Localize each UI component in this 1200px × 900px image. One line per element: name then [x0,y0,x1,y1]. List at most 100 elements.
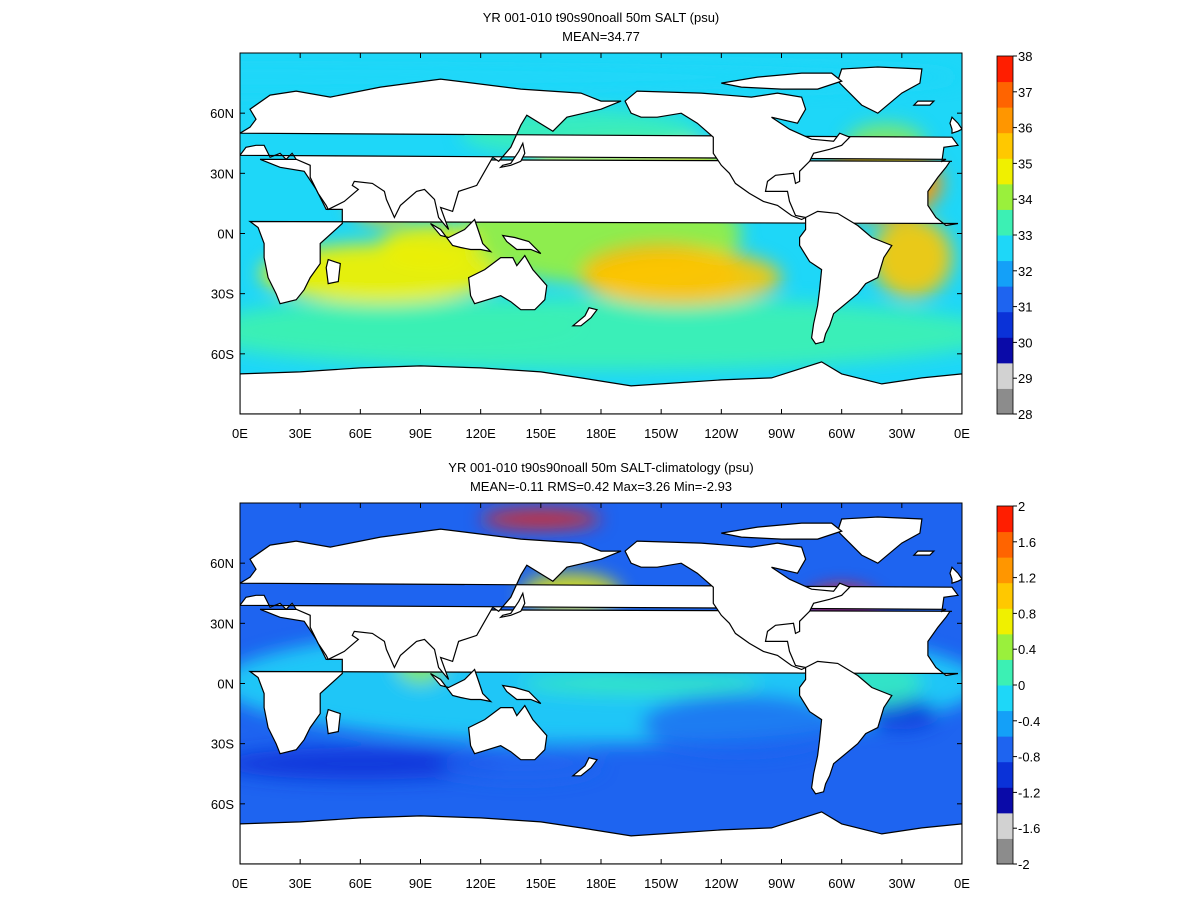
colorbar-1: 38 37 36 35 34 33 32 31 30 29 28 [996,49,1032,422]
x-tick-label: 180E [586,426,617,441]
panel-2-subtitle: MEAN=-0.11 RMS=0.42 Max=3.26 Min=-2.93 [469,479,733,494]
land-nz [571,757,599,777]
y-tick-label: 30N [210,616,234,631]
y-tick-label: 60N [210,106,234,121]
colorbar-label: 0 [1018,678,1025,693]
colorbar-swatch [997,107,1013,134]
x-tick-label: 0E [232,876,248,891]
colorbar-label: 36 [1018,121,1032,136]
colorbar-label: 28 [1018,407,1032,422]
land-iceland [912,550,936,556]
y-axis: 60N 30N 0N 30S 60S [210,556,962,812]
land-canadaArctic [721,72,843,90]
colorbar-label: 2 [1018,499,1025,514]
colorbar-swatch [997,557,1013,584]
x-tick-label: 120E [465,426,496,441]
colorbar-swatch [997,81,1013,108]
land-canadaArctic [721,522,843,540]
y-tick-label: 60S [211,347,234,362]
y-tick-label: 30S [211,287,234,302]
x-tick-label: 60E [349,876,372,891]
x-tick-label: 150E [526,876,557,891]
x-tick-label: 90E [409,876,432,891]
x-tick-label: 30E [289,426,312,441]
colorbar-label: -1.6 [1018,821,1040,836]
colorbar-label: 0.8 [1018,606,1036,621]
land-eurasia-wrap [0,79,236,229]
map-panel-2: 0E 30E 60E 90E 120E 150E 180E 150W 120W 90W 60W 30W… [0,499,1040,891]
colorbar-label: 30 [1018,335,1032,350]
x-tick-label: 180E [586,876,617,891]
colorbar-swatch [997,132,1013,159]
field-2 [0,503,962,864]
land-namerica [624,540,851,671]
colorbar-swatch [997,659,1013,686]
x-tick-label: 0E [954,426,970,441]
x-axis: 0E 30E 60E 90E 120E 150E 180E 150W 120W 90W 60W 30W… [232,53,970,441]
land-antarctica [240,361,962,414]
land-namerica [624,90,851,221]
colorbar-label: 0.4 [1018,642,1036,657]
x-tick-label: 150W [644,426,679,441]
x-tick-label: 0E [954,876,970,891]
colorbar-label: 32 [1018,264,1032,279]
land-eurasia [240,528,960,680]
colorbar-label: -1.2 [1018,785,1040,800]
y-axis: 60N 30N 0N 30S 60S [210,106,962,362]
colorbar-2: 2 1.6 1.2 0.8 0.4 0 -0.4 -0.8 -1.2 -1.6 -2 [996,499,1040,872]
x-tick-label: 0E [232,426,248,441]
colorbar-swatch [997,235,1013,262]
x-tick-label: 90E [409,426,432,441]
colorbar-swatch [997,736,1013,763]
land-madagascar [325,708,341,735]
x-tick-label: 30W [888,876,915,891]
y-tick-label: 0N [217,227,234,242]
land-samerica [798,210,893,345]
x-tick-label: 90W [768,426,795,441]
colorbar-swatch [997,582,1013,609]
landmask-1 [0,66,962,414]
colorbar-swatch [997,710,1013,737]
x-tick-label: 120E [465,876,496,891]
land-newguinea [501,684,542,705]
land-madagascar [325,258,341,285]
y-tick-label: 30N [210,166,234,181]
colorbar-label: -0.8 [1018,750,1040,765]
land-australia [467,704,548,761]
x-tick-label: 60E [349,426,372,441]
colorbar-label: -0.4 [1018,714,1040,729]
land-eurasia [240,78,960,230]
colorbar-swatch [997,506,1013,533]
colorbar-swatch [997,311,1013,338]
colorbar-swatch [997,286,1013,313]
x-tick-label: 150E [526,426,557,441]
land-indonesia [430,668,493,703]
land-japan [498,591,526,619]
colorbar-swatch [997,812,1013,839]
colorbar-swatch [997,787,1013,814]
x-tick-label: 30W [888,426,915,441]
land-eurasia-wrap [0,529,236,679]
panel-1-title: YR 001-010 t90s90noall 50m SALT (psu) [482,10,720,25]
panel-2-title: YR 001-010 t90s90noall 50m SALT-climatol… [448,460,754,475]
colorbar-swatch [997,761,1013,788]
colorbar-swatch [997,633,1013,660]
panel-1-subtitle: MEAN=34.77 [562,29,640,44]
colorbar-label: 34 [1018,192,1032,207]
colorbar-label: -2 [1018,857,1030,872]
colorbar-label: 31 [1018,300,1032,315]
colorbar-swatch [997,531,1013,558]
colorbar-label: 37 [1018,85,1032,100]
map-panel-1: 0E 30E 60E 90E 120E 150E 180E 150W 120W 90W 60W 30W… [0,49,1032,441]
colorbar-swatch [997,158,1013,185]
colorbar-label: 35 [1018,156,1032,171]
land-uk [949,116,962,135]
colorbar-swatch [997,209,1013,236]
x-tick-label: 120W [704,426,739,441]
colorbar-swatch [997,685,1013,712]
y-tick-label: 60S [211,797,234,812]
land-samerica [798,660,893,795]
colorbar-swatch [997,260,1013,287]
